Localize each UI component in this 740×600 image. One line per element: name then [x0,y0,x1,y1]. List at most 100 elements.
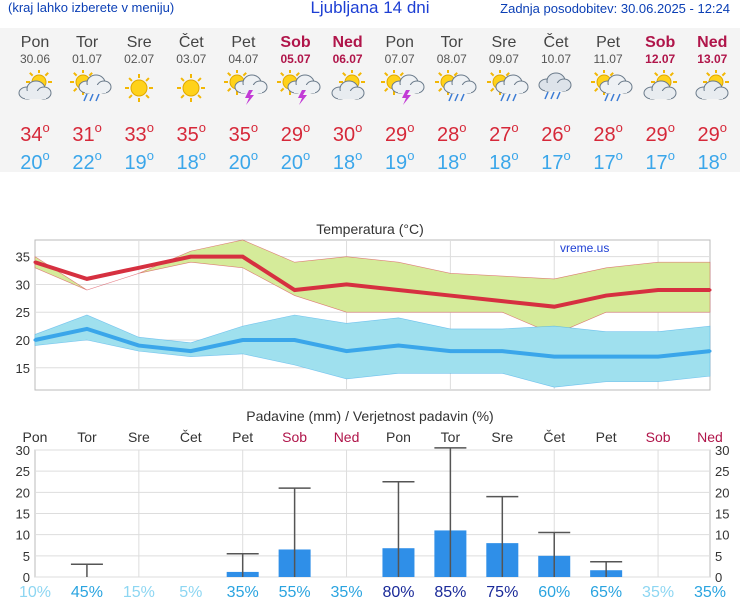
max-temp: 28o [437,120,467,146]
y-tick-label-left: 0 [23,570,30,585]
min-temp-point [293,338,297,342]
max-temp-point [708,288,712,292]
min-temp-point [85,327,89,331]
sun-cloud-rain-icon [426,66,478,111]
precip-probability: 45% [71,584,103,600]
watermark: vreme.us [560,241,609,255]
precip-probability: 55% [279,584,311,600]
max-temp-point [85,277,89,281]
day-date: 10.07 [540,52,572,66]
y-tick-label-right: 20 [715,485,729,500]
min-temp-point [189,349,193,353]
day-date: 05.07 [280,52,311,66]
max-temp: 35o [176,120,207,146]
cloud-rain-icon [530,66,582,111]
partly-cloudy-icon [686,66,738,111]
day-name: Tor [75,34,99,51]
day-label: Sob [646,429,671,445]
day-name: Čet [543,34,569,51]
max-temp: 27o [489,120,519,146]
min-temp: 20o [228,148,259,174]
forecast-day: Tor 01.07 31o 22o [61,28,113,174]
max-temp: 30o [332,120,363,146]
daily-forecast: Pon 30.06 34o 20o Tor 01.07 31o 22o Sre 02.07 33… [0,28,740,174]
max-temp-point [500,299,504,303]
day-date: 09.07 [488,52,519,66]
max-temp: 33o [124,120,154,146]
y-tick-label-left: 20 [16,485,30,500]
day-name: Pet [596,34,621,51]
location-menu-hint[interactable]: (kraj lahko izberete v meniju) [8,0,175,15]
day-date: 12.07 [645,52,676,66]
min-temp: 22o [72,148,102,174]
min-temp-point [656,355,660,359]
day-label: Čet [180,429,202,445]
forecast-day: Sob 12.07 29o 17o [634,28,686,174]
min-temp: 19o [384,148,415,174]
min-temp-point [345,349,349,353]
max-temp: 29o [697,120,728,146]
min-temp: 18o [437,148,467,174]
forecast-day: Čet 10.07 26o 17o [530,28,582,174]
forecast-day: Pet 04.07 35o 20o [217,28,269,174]
day-name: Čet [178,34,204,51]
y-tick-label-left: 5 [23,549,30,564]
forecast-day: Pon 30.06 34o 20o [9,28,61,174]
min-temp: 18o [489,148,519,174]
min-temp: 19o [124,148,154,174]
day-date: 04.07 [228,52,259,66]
day-name: Tor [440,34,463,51]
max-temp: 31o [72,120,102,146]
forecast-day: Pon 07.07 29o 19o [374,28,426,174]
precip-probability: 10% [19,584,51,600]
partly-cloudy-icon [634,66,686,111]
min-temp: 17o [541,148,571,174]
day-date: 06.07 [332,52,363,66]
max-temp-point [137,266,141,270]
precip-probability: 65% [590,584,622,600]
y-tick-label: 30 [16,277,30,292]
min-temp: 18o [176,148,207,174]
forecast-day: Sre 02.07 33o 19o [113,28,165,174]
max-temp: 29o [384,120,415,146]
precip-probability: 75% [486,584,518,600]
y-tick-label-right: 5 [715,549,722,564]
day-label: Tor [441,429,461,445]
min-temp: 18o [697,148,728,174]
sun-cloud-rain-icon [478,66,530,111]
precip-probability: 35% [642,584,674,600]
partly-cloudy-icon [9,66,61,111]
sunny-icon [165,66,217,111]
max-temp-point [448,294,452,298]
max-temp-point [552,305,556,309]
max-temp-point [604,294,608,298]
day-date: 08.07 [436,52,467,66]
day-label: Sre [128,429,150,445]
max-temp-point [189,255,193,259]
max-temp-point [345,282,349,286]
min-temp-line [34,326,711,359]
sun-cloud-thunder-icon [374,66,426,111]
day-name: Pon [385,34,414,51]
day-date: 30.06 [19,52,51,66]
precipitation-chart: Padavine (mm) / Verjetnost padavin (%) Po… [16,408,730,600]
day-label: Sob [282,429,307,445]
precip-probability: 5% [179,584,202,600]
day-name: Sob [280,34,311,51]
y-tick-label-left: 25 [16,464,30,479]
forecast-day: Ned 06.07 30o 18o [322,28,374,174]
forecast-day: Čet 03.07 35o 18o [165,28,217,174]
day-label: Ned [697,429,723,445]
y-tick-label-right: 0 [715,570,722,585]
day-label: Pet [232,429,253,445]
sun-cloud-rain-icon [582,66,634,111]
y-tick-label-right: 15 [715,507,729,522]
day-label: Pon [23,429,48,445]
min-temp: 17o [593,148,623,174]
max-temp-point [33,260,37,264]
forecast-day: Tor 08.07 28o 18o [426,28,478,174]
precip-probability: 15% [123,584,155,600]
precip-probability: 60% [538,584,570,600]
sun-cloud-thunder-icon [270,66,322,111]
max-temp: 34o [20,120,50,146]
